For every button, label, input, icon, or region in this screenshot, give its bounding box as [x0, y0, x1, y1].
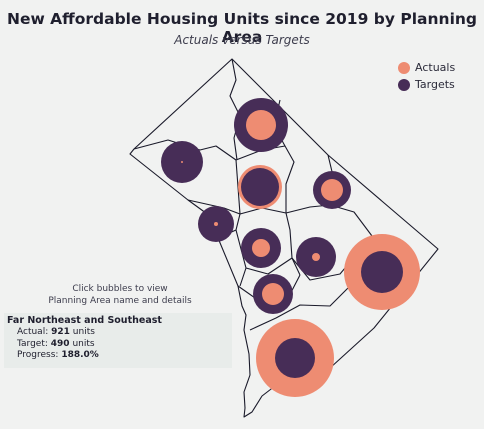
legend-targets-label: Targets	[415, 78, 455, 91]
hint-line-1: Click bubbles to view	[72, 284, 168, 294]
actuals-circle[interactable]	[262, 283, 284, 305]
legend-item-actuals: Actuals	[398, 59, 455, 76]
actuals-circle[interactable]	[252, 239, 270, 257]
bubbles-layer[interactable]	[161, 98, 420, 397]
info-progress-row: Progress: 188.0%	[7, 350, 229, 362]
planning-area-bubble[interactable]	[161, 141, 203, 183]
info-panel: Far Northeast and Southeast Actual: 921 …	[4, 313, 232, 368]
targets-circle[interactable]	[361, 251, 403, 293]
legend: Actuals Targets	[398, 59, 455, 93]
legend-actuals-label: Actuals	[415, 61, 456, 74]
info-progress-value: 188.0%	[61, 350, 99, 360]
legend-item-targets: Targets	[398, 76, 455, 93]
area-boundary-10	[285, 212, 301, 276]
info-area-name: Far Northeast and Southeast	[7, 315, 162, 326]
info-target-row: Target: 490 units	[7, 339, 229, 351]
targets-swatch-icon	[398, 78, 410, 91]
targets-circle[interactable]	[241, 168, 279, 206]
area-boundary-5	[285, 204, 373, 237]
actuals-swatch-icon	[398, 61, 410, 74]
info-actual-label: Actual:	[17, 327, 49, 337]
info-actual-units: units	[72, 327, 95, 337]
planning-area-bubble[interactable]	[313, 171, 351, 209]
actuals-circle[interactable]	[214, 222, 218, 226]
planning-area-bubble[interactable]	[241, 228, 281, 268]
actuals-circle[interactable]	[312, 253, 320, 261]
planning-area-bubble[interactable]	[198, 206, 234, 242]
actuals-circle[interactable]	[181, 161, 183, 163]
actuals-circle[interactable]	[246, 110, 276, 140]
info-actual-row: Actual: 921 units	[7, 327, 229, 339]
map-subtitle: Actuals versus Targets	[174, 33, 310, 47]
planning-area-bubble[interactable]	[296, 237, 336, 277]
info-target-label: Target:	[17, 338, 48, 349]
info-target-value: 490	[50, 338, 70, 349]
actuals-circle[interactable]	[321, 179, 343, 201]
area-boundary-2	[133, 139, 237, 161]
map-title: New Affordable Housing Units since 2019 …	[6, 10, 478, 46]
info-target-units: units	[72, 338, 95, 349]
area-boundary-1	[229, 58, 241, 161]
planning-area-bubble[interactable]	[344, 234, 420, 310]
info-actual-value: 921	[51, 327, 70, 337]
planning-area-bubble[interactable]	[234, 98, 288, 152]
area-boundary-12	[245, 257, 293, 275]
planning-area-bubble[interactable]	[256, 319, 334, 397]
hint-line-2: Planning Area name and details	[48, 296, 192, 306]
area-boundary-14	[249, 283, 353, 331]
planning-area-bubble[interactable]	[238, 165, 282, 209]
planning-area-bubble[interactable]	[253, 274, 293, 314]
click-hint: Click bubbles to view Planning Area name…	[40, 283, 200, 307]
info-progress-label: Progress:	[17, 350, 59, 360]
targets-circle[interactable]	[275, 338, 315, 378]
